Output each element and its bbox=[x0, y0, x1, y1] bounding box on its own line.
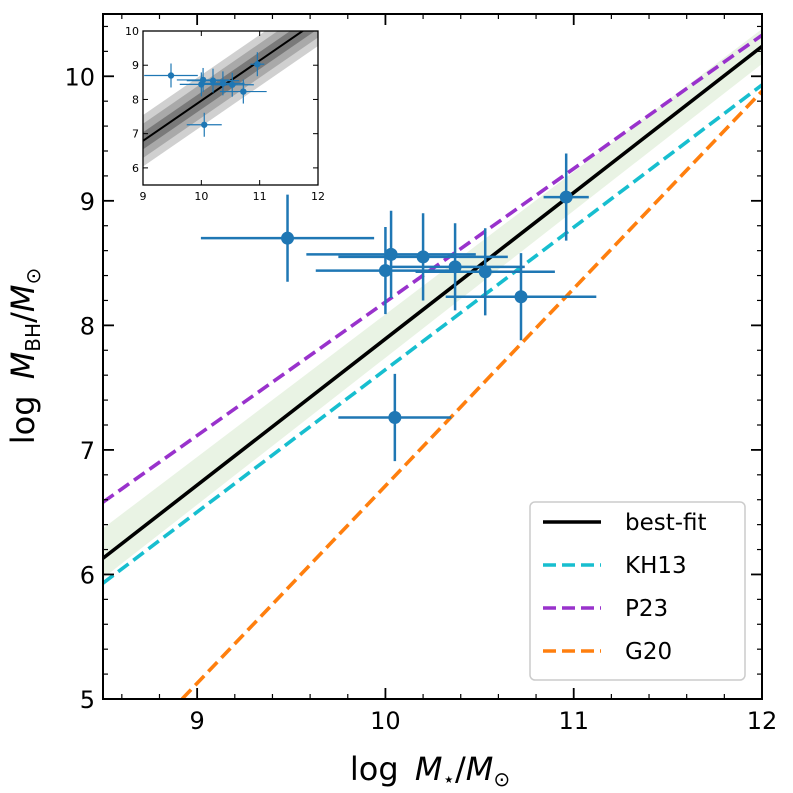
data-point-marker bbox=[478, 265, 492, 279]
legend-entry-g20: G20 bbox=[543, 639, 672, 665]
line-g20 bbox=[180, 89, 762, 699]
x-tick-label: 9 bbox=[190, 707, 205, 735]
y-tick-label: 10 bbox=[64, 63, 95, 91]
inset-point-marker bbox=[199, 76, 207, 84]
inset-point-marker bbox=[209, 77, 217, 84]
inset-y-tick-label: 7 bbox=[132, 128, 139, 141]
inset-x-tick-label: 11 bbox=[253, 190, 267, 203]
x-axis-label: log M⋆/M⊙ bbox=[350, 750, 510, 791]
y-tick-label: 7 bbox=[80, 437, 95, 465]
data-point-4 bbox=[338, 213, 508, 301]
y-tick-label: 6 bbox=[80, 561, 95, 589]
main-axes: 9 10 11 12 5 6 7 8 9 10 bbox=[64, 13, 778, 735]
data-point-6 bbox=[415, 228, 555, 316]
inset-point-marker bbox=[240, 88, 247, 95]
legend-box bbox=[529, 501, 746, 681]
inset-point-3 bbox=[176, 67, 230, 92]
data-point-marker bbox=[388, 411, 402, 425]
x-tick-label: 10 bbox=[370, 707, 401, 735]
x-tick-label: 12 bbox=[747, 707, 778, 735]
inset-y-tick-label: 9 bbox=[132, 59, 139, 72]
legend: best-fit KH13 P23 G20 bbox=[529, 501, 746, 681]
data-point-marker bbox=[448, 260, 462, 274]
line-best-fit bbox=[103, 44, 762, 560]
inset-y-tick-label: 8 bbox=[132, 93, 139, 106]
legend-entry-kh13: KH13 bbox=[543, 553, 687, 579]
data-point-marker bbox=[384, 247, 398, 261]
inset-y-tick-label: 6 bbox=[132, 162, 139, 175]
y-tick-label: 5 bbox=[80, 686, 95, 714]
inset-y-tick-label: 10 bbox=[125, 25, 139, 38]
inset-point-marker bbox=[254, 60, 261, 68]
data-point-1 bbox=[200, 194, 375, 282]
legend-label: G20 bbox=[625, 639, 672, 665]
inset-plot: 9 10 11 12 6 7 8 9 10 bbox=[125, 25, 325, 203]
inset-point-7 bbox=[220, 79, 267, 104]
inset-x-tick-label: 12 bbox=[311, 190, 325, 203]
data-point-9 bbox=[543, 153, 589, 241]
main-plot-area bbox=[103, 28, 762, 699]
legend-label: KH13 bbox=[625, 553, 687, 579]
inset-x-tick-label: 9 bbox=[140, 190, 147, 203]
inset-band-2 bbox=[143, 31, 318, 158]
y-tick-label: 9 bbox=[80, 188, 95, 216]
data-point-marker bbox=[281, 231, 295, 245]
data-point-7 bbox=[445, 253, 597, 341]
inset-frame bbox=[142, 30, 319, 186]
data-point-marker bbox=[559, 190, 573, 204]
line-kh13 bbox=[103, 83, 762, 585]
main-frame bbox=[102, 13, 763, 700]
x-tick-label: 11 bbox=[558, 707, 589, 735]
inset-point-marker bbox=[201, 121, 208, 128]
data-point-8 bbox=[338, 373, 452, 462]
y-tick-label: 8 bbox=[80, 312, 95, 340]
line-p23 bbox=[103, 33, 762, 504]
inset-point-4 bbox=[186, 68, 240, 93]
inset-clip bbox=[143, 31, 318, 167]
legend-entry-p23: P23 bbox=[543, 596, 668, 622]
inset-point-marker bbox=[219, 80, 227, 87]
inset-point-8 bbox=[186, 112, 222, 137]
legend-label: P23 bbox=[625, 596, 668, 622]
data-point-marker bbox=[416, 250, 430, 264]
inset-point-marker bbox=[167, 72, 175, 79]
data-point-marker bbox=[514, 290, 528, 304]
legend-entry-best-fit: best-fit bbox=[543, 510, 707, 536]
main-plot-clip bbox=[103, 28, 762, 699]
inset-x-tick-label: 10 bbox=[194, 190, 208, 203]
inset-point-marker bbox=[229, 81, 236, 88]
inset-point-1 bbox=[144, 63, 198, 88]
inset-band-3 bbox=[143, 31, 316, 150]
y-axis-label: log MBH/M⊙ bbox=[4, 268, 45, 444]
inset-point-9 bbox=[250, 52, 265, 77]
legend-label: best-fit bbox=[625, 510, 707, 536]
inset-point-6 bbox=[210, 72, 254, 97]
